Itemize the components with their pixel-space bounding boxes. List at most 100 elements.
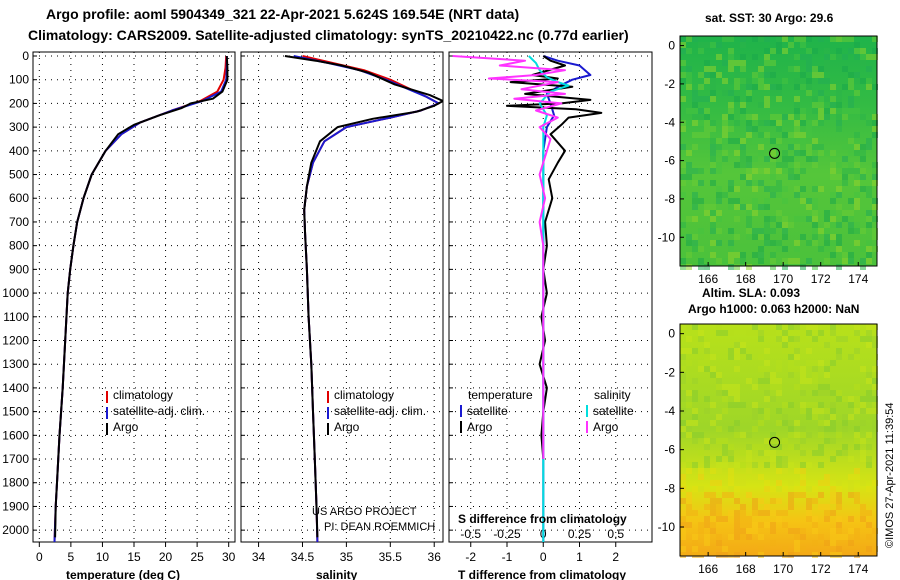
map-cell — [686, 402, 692, 408]
map-cell — [854, 144, 860, 150]
map-cell — [716, 168, 722, 174]
map-cell — [782, 546, 788, 552]
map-cell — [836, 192, 842, 198]
map-cell — [698, 528, 704, 534]
map-cell — [680, 120, 686, 126]
map-cell — [812, 552, 818, 558]
map-cell — [824, 384, 830, 390]
map-cell — [728, 228, 734, 234]
map-cell — [818, 66, 824, 72]
map-cell — [710, 372, 716, 378]
map-cell — [836, 552, 842, 558]
map-cell — [752, 210, 758, 216]
map-cell — [872, 426, 878, 432]
map-cell — [812, 120, 818, 126]
map-cell — [806, 414, 812, 420]
map-cell — [776, 462, 782, 468]
map-cell — [740, 162, 746, 168]
map-cell — [692, 390, 698, 396]
map-cell — [734, 252, 740, 258]
depth-tick-label: 200 — [9, 96, 29, 110]
difference-xlabel: T difference from climatology — [458, 568, 626, 580]
map-cell — [800, 534, 806, 540]
map-cell — [800, 462, 806, 468]
map-cell — [782, 162, 788, 168]
map-cell — [710, 240, 716, 246]
map-cell — [818, 102, 824, 108]
map-cell — [764, 156, 770, 162]
map-cell — [872, 372, 878, 378]
x-tick-label: 2 — [612, 550, 619, 564]
x-tick-label: 34.5 — [291, 550, 315, 564]
sst-map-mottle — [680, 36, 878, 270]
map-cell — [824, 420, 830, 426]
map-cell — [866, 522, 872, 528]
map-cell — [872, 336, 878, 342]
sla-map-ticks: 166 168 170 172 174 0 -2 -4 -6 -8 -10 — [658, 327, 869, 576]
map-cell — [818, 342, 824, 348]
map-cell — [848, 528, 854, 534]
map-cell — [836, 90, 842, 96]
map-cell — [752, 114, 758, 120]
series-line-climatology — [302, 55, 440, 542]
map-cell — [866, 66, 872, 72]
map-cell — [854, 198, 860, 204]
map-cell — [818, 384, 824, 390]
map-cell — [752, 228, 758, 234]
map-cell — [704, 204, 710, 210]
map-cell — [770, 156, 776, 162]
map-cell — [698, 486, 704, 492]
map-cell — [812, 390, 818, 396]
map-cell — [728, 510, 734, 516]
map-cell — [734, 546, 740, 552]
map-cell — [788, 138, 794, 144]
map-cell — [710, 90, 716, 96]
map-cell — [782, 414, 788, 420]
map-cell — [752, 504, 758, 510]
map-cell — [794, 192, 800, 198]
map-cell — [860, 54, 866, 60]
map-cell — [854, 228, 860, 234]
map-cell — [704, 522, 710, 528]
map-cell — [830, 498, 836, 504]
map-cell — [806, 258, 812, 264]
map-cell — [770, 378, 776, 384]
x-tick-label: 20 — [159, 550, 173, 564]
map-cell — [746, 96, 752, 102]
map-cell — [758, 474, 764, 480]
map-cell — [782, 258, 788, 264]
map-cell — [866, 138, 872, 144]
map-cell — [794, 384, 800, 390]
map-cell — [758, 150, 764, 156]
map-cell — [824, 96, 830, 102]
map-cell — [686, 264, 692, 270]
map-cell — [800, 432, 806, 438]
map-cell — [812, 198, 818, 204]
map-cell — [686, 78, 692, 84]
x-tick-label: 0 — [36, 550, 43, 564]
map-cell — [782, 36, 788, 42]
map-cell — [764, 330, 770, 336]
map-cell — [728, 450, 734, 456]
x-tick-label: -2 — [465, 550, 476, 564]
map-cell — [710, 366, 716, 372]
map-cell — [704, 126, 710, 132]
map-cell — [854, 222, 860, 228]
map-cell — [746, 84, 752, 90]
map-cell — [752, 408, 758, 414]
map-cell — [842, 426, 848, 432]
map-cell — [704, 396, 710, 402]
map-cell — [680, 48, 686, 54]
map-cell — [704, 492, 710, 498]
map-cell — [764, 390, 770, 396]
map-cell — [734, 426, 740, 432]
x-tick-label: 35 — [340, 550, 354, 564]
map-cell — [734, 72, 740, 78]
map-cell — [872, 162, 878, 168]
map-cell — [842, 108, 848, 114]
map-cell — [746, 156, 752, 162]
map-cell — [824, 258, 830, 264]
map-cell — [782, 342, 788, 348]
map-cell — [692, 132, 698, 138]
map-cell — [758, 180, 764, 186]
